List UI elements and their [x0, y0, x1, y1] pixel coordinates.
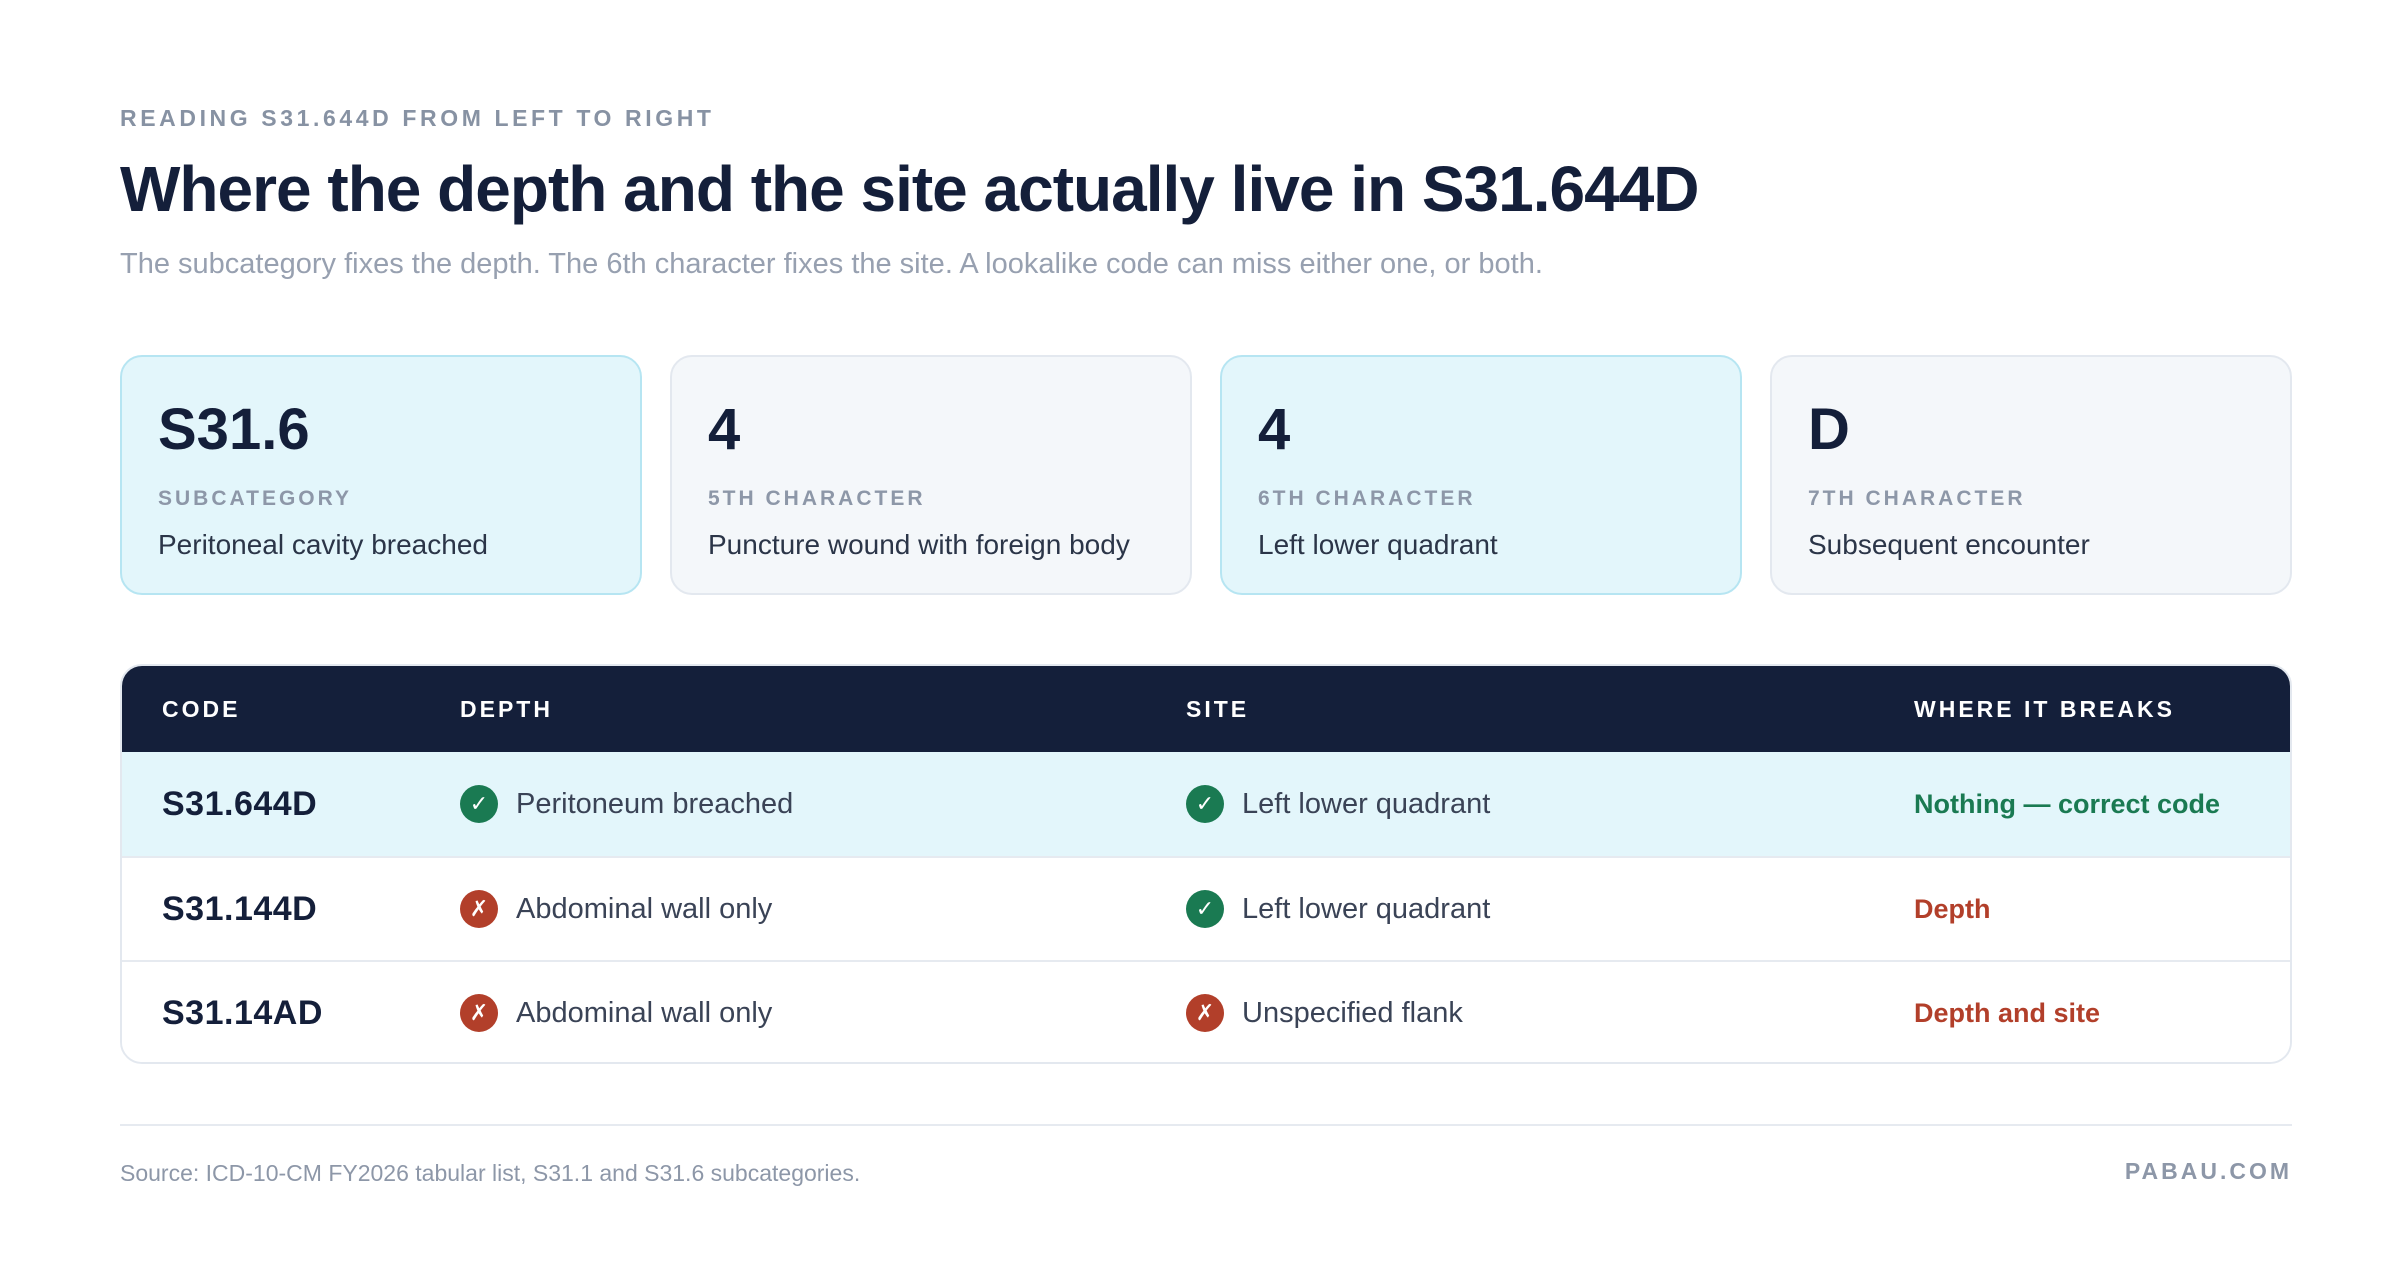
code-cell: S31.14AD	[162, 994, 323, 1033]
footer-divider	[120, 1124, 2292, 1126]
check-icon: ✓	[1186, 785, 1224, 823]
depth-cell: Peritoneum breached	[516, 788, 793, 821]
site-cell: Left lower quadrant	[1242, 893, 1490, 926]
check-icon: ✓	[460, 785, 498, 823]
column-header-code: CODE	[162, 696, 240, 723]
brand-link[interactable]: PABAU.COM	[2125, 1158, 2292, 1185]
page-title: Where the depth and the site actually li…	[120, 152, 1699, 226]
card-label: 6TH CHARACTER	[1258, 487, 1704, 511]
card-value: 4	[1258, 401, 1704, 459]
table-header: CODE DEPTH SITE WHERE IT BREAKS	[122, 666, 2290, 752]
table-row: S31.14AD ✗ Abdominal wall only ✗ Unspeci…	[122, 960, 2290, 1064]
card-value: S31.6	[158, 401, 604, 459]
card-value: 4	[708, 401, 1154, 459]
column-header-where-it-breaks: WHERE IT BREAKS	[1914, 696, 2175, 723]
breaks-cell: Depth and site	[1914, 998, 2100, 1029]
page-subtitle: The subcategory fixes the depth. The 6th…	[120, 248, 1543, 281]
card-6th-character: 4 6TH CHARACTER Left lower quadrant	[1220, 355, 1742, 595]
depth-cell: Abdominal wall only	[516, 893, 772, 926]
depth-cell: Abdominal wall only	[516, 997, 772, 1030]
card-7th-character: D 7TH CHARACTER Subsequent encounter	[1770, 355, 2292, 595]
cross-icon: ✗	[460, 994, 498, 1032]
code-cell: S31.644D	[162, 785, 317, 824]
comparison-table: CODE DEPTH SITE WHERE IT BREAKS S31.644D…	[120, 664, 2292, 1064]
card-value: D	[1808, 401, 2254, 459]
eyebrow: READING S31.644D FROM LEFT TO RIGHT	[120, 105, 715, 132]
card-description: Subsequent encounter	[1808, 529, 2254, 561]
check-icon: ✓	[1186, 890, 1224, 928]
card-label: 7TH CHARACTER	[1808, 487, 2254, 511]
cross-icon: ✗	[1186, 994, 1224, 1032]
card-label: 5TH CHARACTER	[708, 487, 1154, 511]
card-subcategory: S31.6 SUBCATEGORY Peritoneal cavity brea…	[120, 355, 642, 595]
column-header-site: SITE	[1186, 696, 1249, 723]
breaks-cell: Nothing — correct code	[1914, 789, 2220, 820]
card-label: SUBCATEGORY	[158, 487, 604, 511]
card-description: Peritoneal cavity breached	[158, 529, 604, 561]
card-5th-character: 4 5TH CHARACTER Puncture wound with fore…	[670, 355, 1192, 595]
site-cell: Left lower quadrant	[1242, 788, 1490, 821]
code-cell: S31.144D	[162, 890, 317, 929]
table-row: S31.144D ✗ Abdominal wall only ✓ Left lo…	[122, 856, 2290, 960]
site-cell: Unspecified flank	[1242, 997, 1463, 1030]
card-description: Left lower quadrant	[1258, 529, 1704, 561]
table-row: S31.644D ✓ Peritoneum breached ✓ Left lo…	[122, 752, 2290, 856]
code-breakdown-cards: S31.6 SUBCATEGORY Peritoneal cavity brea…	[120, 355, 2292, 595]
cross-icon: ✗	[460, 890, 498, 928]
breaks-cell: Depth	[1914, 894, 1991, 925]
source-note: Source: ICD-10-CM FY2026 tabular list, S…	[120, 1160, 860, 1187]
card-description: Puncture wound with foreign body	[708, 529, 1154, 561]
column-header-depth: DEPTH	[460, 696, 553, 723]
